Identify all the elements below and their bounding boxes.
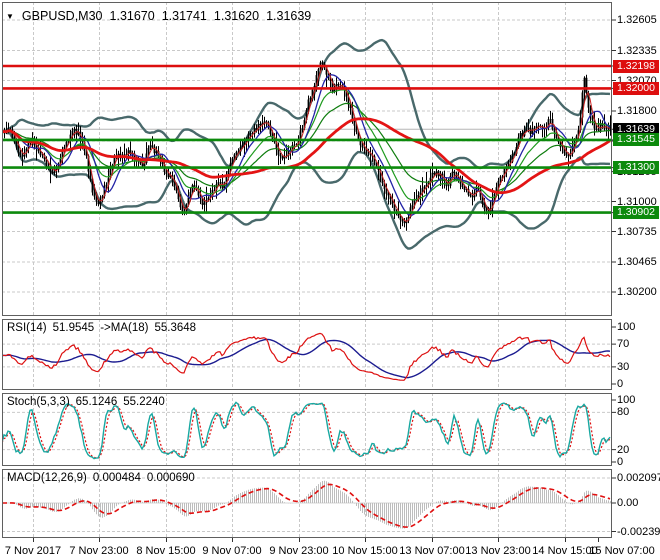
macd-value: 0.000484 xyxy=(92,472,141,484)
stoch-panel-label: Stoch(5,3,3) 65.1246 55.2240 xyxy=(7,396,165,408)
rsi-name: RSI(14) xyxy=(7,322,47,334)
rsi-tick-label: 30 xyxy=(617,360,630,373)
rsi-ma-name: ->MA(18) xyxy=(100,322,149,334)
time-tick-label: 9 Nov 07:00 xyxy=(202,545,262,557)
time-tick-label: 13 Nov 07:00 xyxy=(399,545,465,557)
price-tick-label: 1.32335 xyxy=(617,44,657,57)
stoch-tick-label: 20 xyxy=(617,443,630,456)
rsi-panel xyxy=(2,319,612,390)
stoch-k-value: 65.1246 xyxy=(75,396,118,408)
price-tick-label: 1.31800 xyxy=(617,105,657,118)
macd-histogram xyxy=(4,480,611,529)
time-tick-label: 7 Nov 23:00 xyxy=(69,545,129,557)
time-tick-label: 10 Nov 15:00 xyxy=(332,545,398,557)
stochastic-panel xyxy=(2,393,612,466)
time-tick-label: 7 Nov 2017 xyxy=(4,545,62,557)
macd-tick-label: -0.002398 xyxy=(617,525,660,538)
price-badge-support: 1.31300 xyxy=(613,161,659,175)
rsi-panel-label: RSI(14) 51.9545 ->MA(18) 55.3648 xyxy=(7,322,196,334)
price-tick-label: 1.30200 xyxy=(617,286,657,299)
price-tick-label: 1.31000 xyxy=(617,195,657,208)
rsi-ma-value: 55.3648 xyxy=(154,322,197,334)
chart-title-bar: ▼ GBPUSD,M30 1.31670 1.31741 1.31620 1.3… xyxy=(6,9,311,23)
stoch-tick-label: 80 xyxy=(617,406,630,419)
quote-close: 1.31639 xyxy=(266,9,312,23)
rsi-tick-label: 100 xyxy=(617,321,636,333)
rsi-tick-label: 0 xyxy=(617,378,624,390)
macd-signal-value: 0.000690 xyxy=(146,472,195,484)
quote-low: 1.31620 xyxy=(213,9,260,23)
price-badge-current: 1.31639 xyxy=(613,122,659,136)
price-badge-support: 1.31545 xyxy=(613,133,659,147)
time-tick-label: 15 Nov 07:00 xyxy=(589,545,655,557)
macd-panel xyxy=(2,469,612,538)
price-tick-label: 1.30465 xyxy=(617,256,657,269)
symbol-dropdown-icon[interactable]: ▼ xyxy=(6,11,14,21)
price-badge-support: 1.30902 xyxy=(613,206,659,220)
symbol-period-label: GBPUSD,M30 xyxy=(21,9,103,23)
quote-high: 1.31741 xyxy=(161,9,207,23)
price-tick-label: 1.30735 xyxy=(617,225,657,238)
macd-name: MACD(12,26,9) xyxy=(7,472,87,484)
price-tick-label: 1.32605 xyxy=(617,13,657,26)
main-price-panel xyxy=(2,2,612,316)
macd-tick-label: 0.002097 xyxy=(617,472,660,485)
price-badge-resistance: 1.32000 xyxy=(613,81,659,95)
time-tick-label: 8 Nov 15:00 xyxy=(136,545,196,557)
price-badge-resistance: 1.32198 xyxy=(613,59,659,73)
macd-tick-label: 0.00 xyxy=(617,497,639,509)
stoch-name: Stoch(5,3,3) xyxy=(7,396,70,408)
rsi-tick-label: 70 xyxy=(617,338,630,351)
macd-panel-label: MACD(12,26,9) 0.000484 0.000690 xyxy=(7,472,195,484)
time-tick-label: 9 Nov 23:00 xyxy=(269,545,329,557)
time-tick-label: 14 Nov 15:00 xyxy=(532,545,598,557)
stoch-tick-label: 0 xyxy=(617,456,624,468)
stoch-tick-label: 100 xyxy=(617,394,636,406)
quote-open: 1.31670 xyxy=(109,9,155,23)
rsi-value: 51.9545 xyxy=(52,322,95,334)
stoch-d-value: 55.2240 xyxy=(123,396,165,408)
time-tick-label: 13 Nov 23:00 xyxy=(465,545,531,557)
